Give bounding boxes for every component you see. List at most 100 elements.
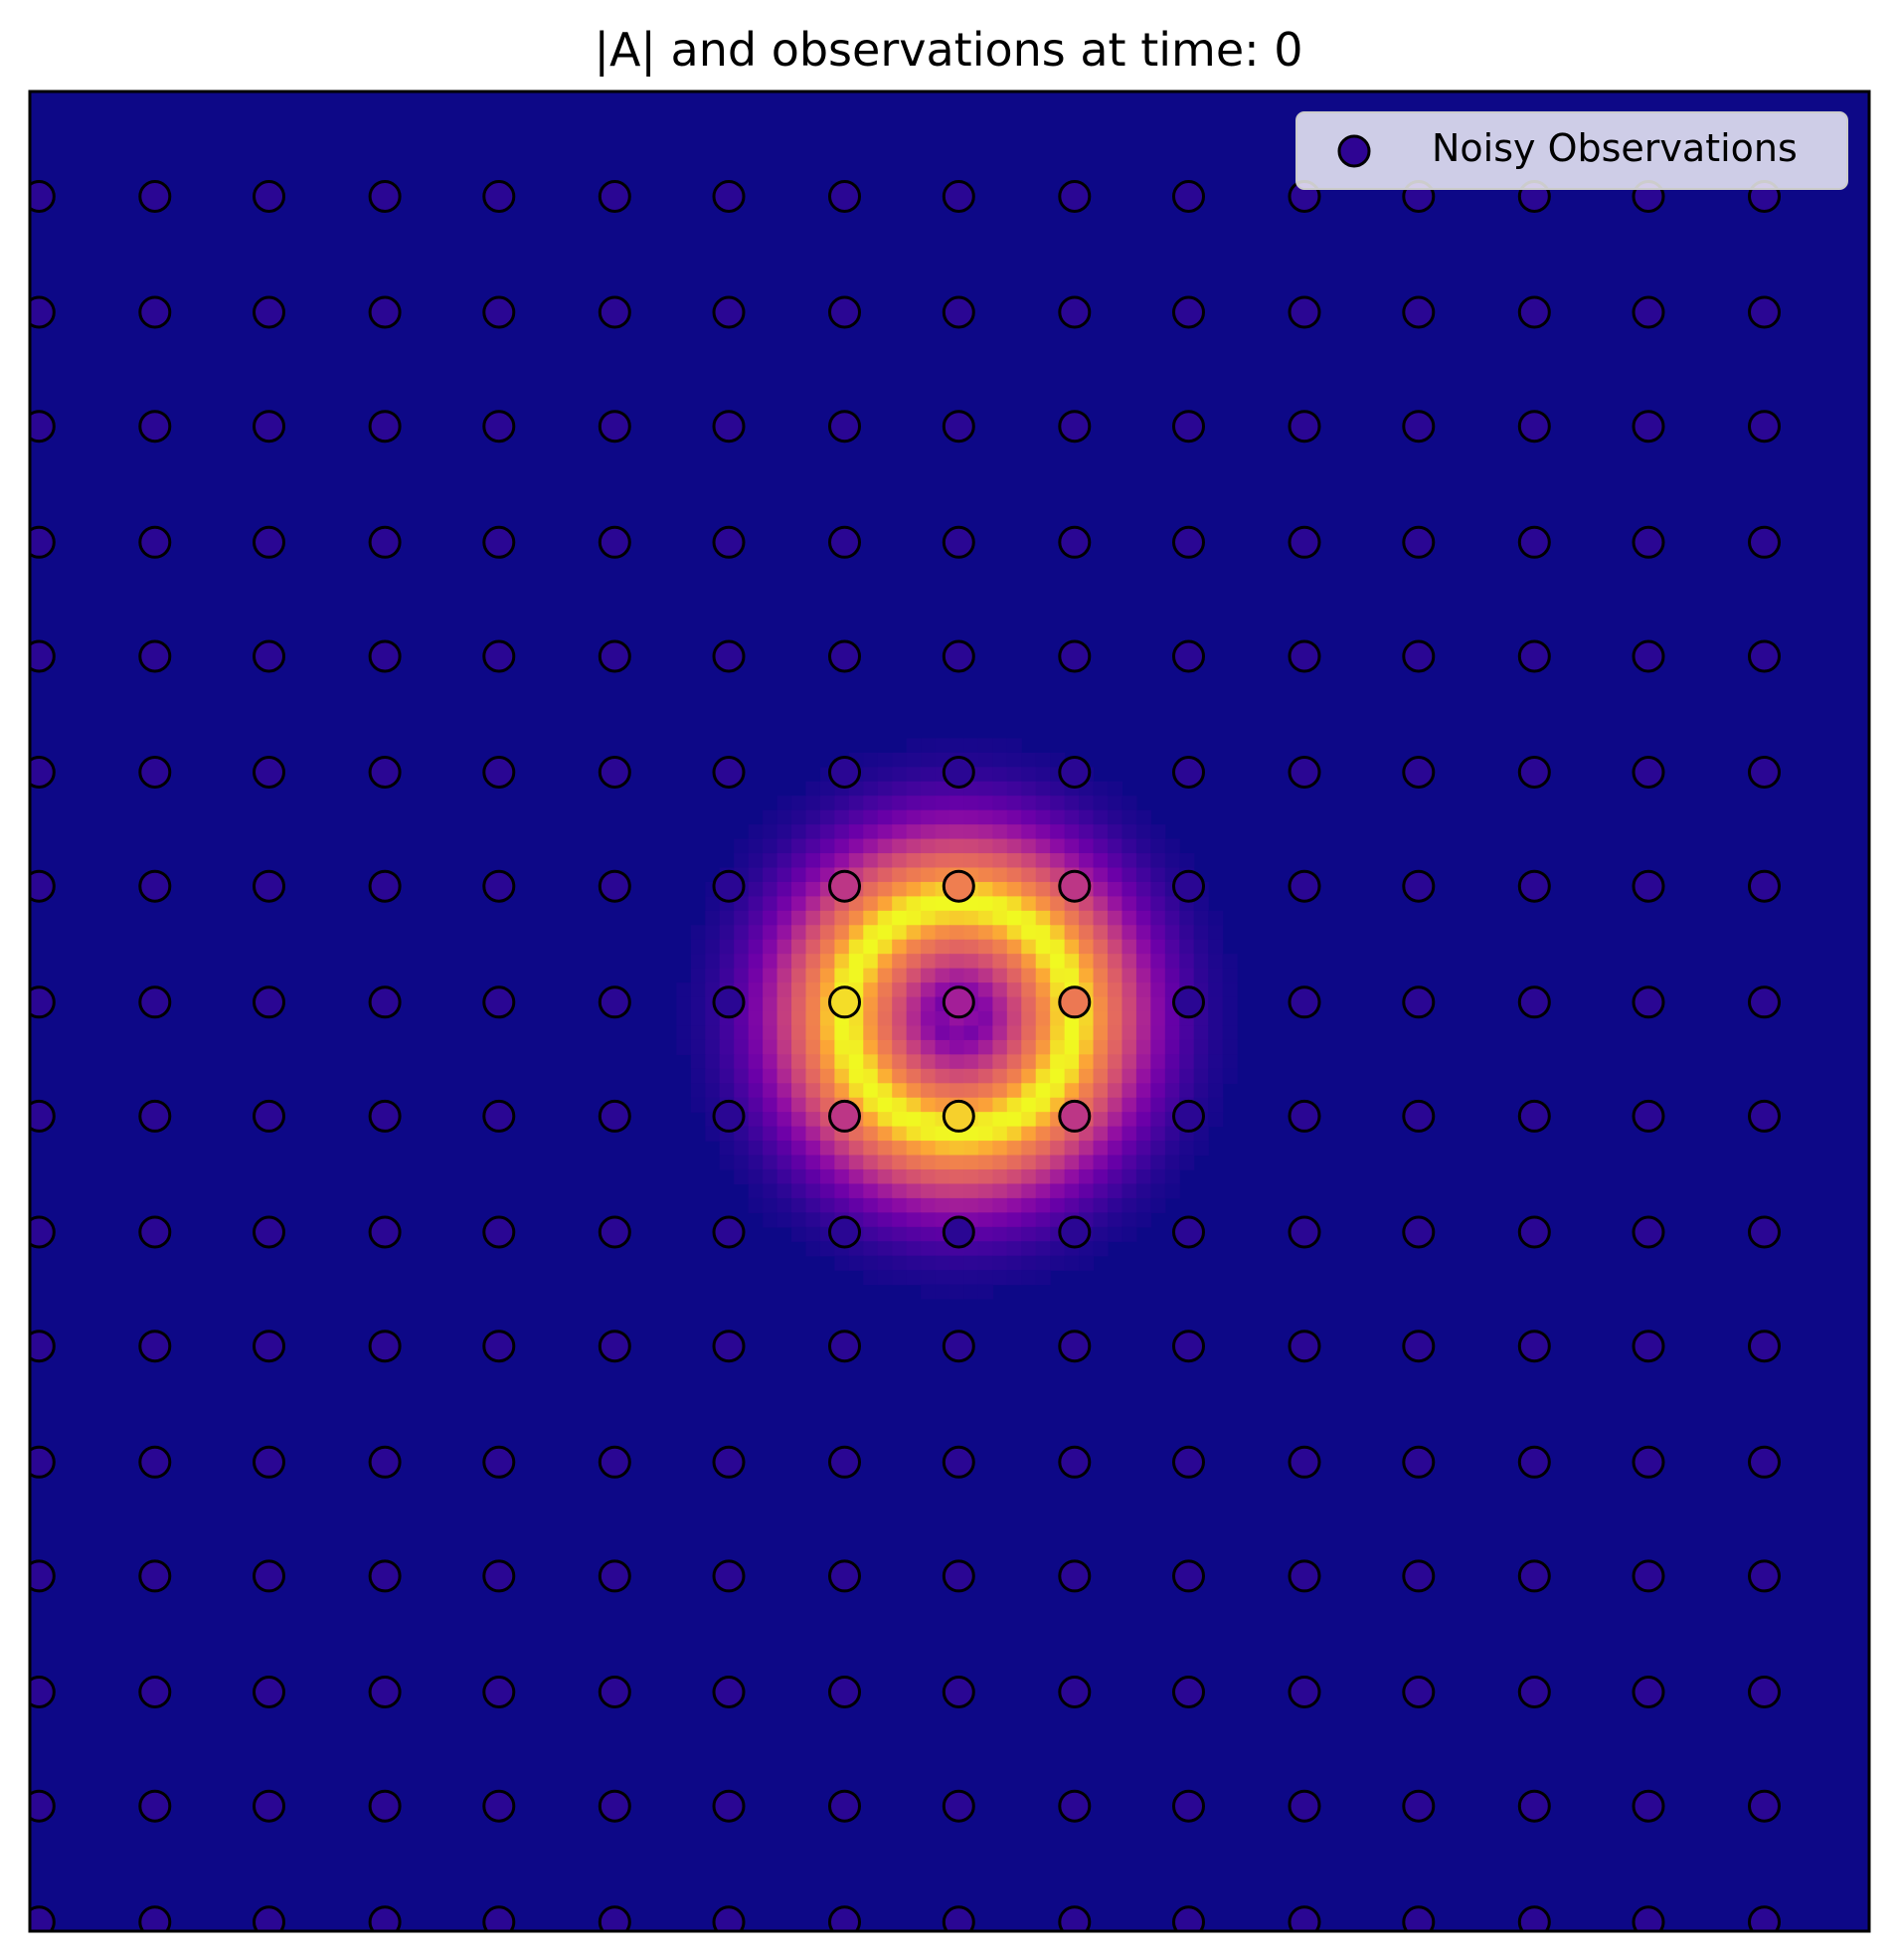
heatmap-cell <box>1064 1068 1080 1084</box>
heatmap-cell <box>705 1039 721 1055</box>
heatmap-cell <box>963 1270 979 1286</box>
heatmap-cell <box>863 1126 879 1142</box>
observation-point <box>942 1905 975 1931</box>
heatmap-cell <box>848 838 864 854</box>
heatmap-cell <box>1179 1039 1195 1055</box>
heatmap-cell <box>763 982 778 998</box>
heatmap-cell <box>690 1039 706 1055</box>
observation-point <box>942 410 975 444</box>
observation-point <box>598 1215 631 1249</box>
heatmap-cell <box>863 1025 879 1041</box>
observation-point <box>1288 1559 1321 1593</box>
heatmap-cell <box>848 809 864 825</box>
observation-point <box>482 1559 516 1593</box>
observation-point <box>1288 1789 1321 1823</box>
heatmap-cell <box>1164 1168 1180 1185</box>
heatmap-cell <box>892 1270 908 1286</box>
heatmap-cell <box>992 1141 1008 1157</box>
heatmap-cell <box>935 796 950 811</box>
heatmap-cell <box>935 824 950 840</box>
heatmap-cell <box>935 1255 950 1271</box>
heatmap-cell <box>977 1141 993 1157</box>
heatmap-cell <box>1006 1212 1022 1228</box>
heatmap-cell <box>1121 881 1137 897</box>
observation-point <box>1058 639 1092 673</box>
observation-point <box>1058 1330 1092 1363</box>
heatmap-cell <box>834 1168 850 1185</box>
heatmap-cell <box>1121 1011 1137 1027</box>
heatmap-cell <box>1121 1141 1137 1157</box>
heatmap-cell <box>935 1039 950 1055</box>
heatmap-cell <box>1021 1183 1037 1199</box>
observation-point <box>368 639 402 673</box>
heatmap-cell <box>1021 881 1037 897</box>
heatmap-cell <box>763 824 778 840</box>
heatmap-cell <box>676 1039 692 1055</box>
observation-point <box>712 410 746 444</box>
heatmap-cell <box>805 982 821 998</box>
heatmap-cell <box>949 1183 965 1199</box>
heatmap-cell <box>1035 1083 1051 1099</box>
observation-point <box>1058 869 1092 903</box>
heatmap-cell <box>963 1068 979 1084</box>
heatmap-cell <box>906 853 922 869</box>
heatmap-cell <box>877 824 893 840</box>
observation-point <box>1058 295 1092 329</box>
heatmap-cell <box>963 939 979 955</box>
observation-point <box>30 1330 56 1363</box>
heatmap-cell <box>877 954 893 970</box>
observation-point <box>1402 1099 1436 1133</box>
heatmap-cell <box>791 838 807 854</box>
heatmap-cell <box>763 939 778 955</box>
heatmap-cell <box>791 881 807 897</box>
heatmap-cell <box>1079 939 1095 955</box>
heatmap-cell <box>949 824 965 840</box>
observation-point <box>712 295 746 329</box>
heatmap-cell <box>763 954 778 970</box>
heatmap-cell <box>834 925 850 941</box>
heatmap-cell <box>1208 968 1224 983</box>
heatmap-cell <box>1150 867 1166 883</box>
heatmap-cell <box>1107 796 1123 811</box>
heatmap-cell <box>1093 853 1109 869</box>
heatmap-cell <box>863 1068 879 1084</box>
heatmap-cell <box>877 1255 893 1271</box>
heatmap-cell <box>848 1255 864 1271</box>
heatmap-cell <box>748 1155 764 1170</box>
observation-point <box>138 1445 172 1479</box>
observation-point <box>942 1676 975 1708</box>
observation-point <box>598 1789 631 1823</box>
heatmap-cell <box>848 1083 864 1099</box>
heatmap-cell <box>892 925 908 941</box>
heatmap-cell <box>863 796 879 811</box>
heatmap-cell <box>977 781 993 797</box>
heatmap-cell <box>1093 1141 1109 1157</box>
heatmap-cell <box>1135 954 1151 970</box>
heatmap-cell <box>819 1025 835 1041</box>
heatmap-cell <box>877 1083 893 1099</box>
heatmap-cell <box>877 809 893 825</box>
heatmap-cell <box>791 1226 807 1242</box>
heatmap-cell <box>834 1068 850 1084</box>
observation-point <box>1172 639 1205 673</box>
heatmap-cell <box>921 1112 937 1128</box>
heatmap-cell <box>892 1255 908 1271</box>
heatmap-cell <box>848 824 864 840</box>
observation-point <box>1517 525 1551 559</box>
heatmap-cell <box>1121 853 1137 869</box>
observation-point <box>1058 756 1092 789</box>
heatmap-cell <box>892 1068 908 1084</box>
heatmap-cell <box>1035 939 1051 955</box>
heatmap-cell <box>1035 1126 1051 1142</box>
observation-point <box>1402 410 1436 444</box>
heatmap-cell <box>921 1241 937 1257</box>
observation-point <box>1402 1559 1436 1593</box>
heatmap-cell <box>690 1097 706 1113</box>
heatmap-cell <box>935 1126 950 1142</box>
heatmap-cell <box>1079 910 1095 926</box>
heatmap-cell <box>1093 824 1109 840</box>
observation-point <box>1288 1099 1321 1133</box>
observation-point <box>1517 869 1551 903</box>
heatmap-cell <box>977 1155 993 1170</box>
heatmap-cell <box>935 781 950 797</box>
